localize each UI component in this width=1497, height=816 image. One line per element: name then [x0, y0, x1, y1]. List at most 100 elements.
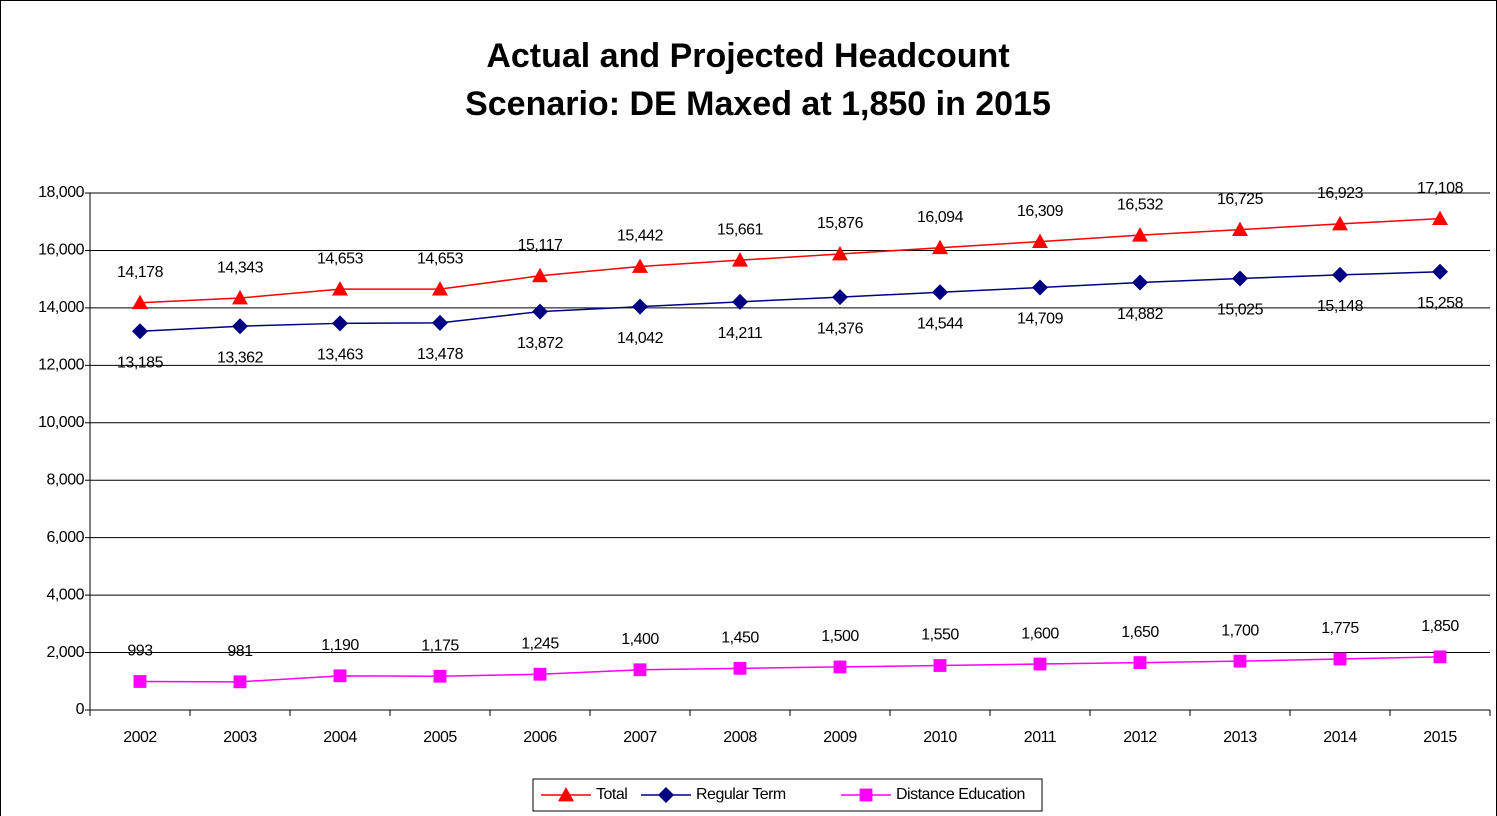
data-label: 1,850	[1421, 618, 1459, 635]
x-tick-label: 2009	[823, 729, 857, 746]
marker	[832, 246, 848, 261]
marker	[658, 787, 674, 803]
data-label: 1,700	[1221, 622, 1259, 639]
y-tick-label: 16,000	[38, 242, 85, 259]
marker	[333, 669, 347, 683]
marker	[1132, 227, 1148, 242]
x-tick-label: 2006	[523, 729, 557, 746]
marker	[932, 284, 948, 301]
marker	[1032, 279, 1048, 296]
x-tick-label: 2003	[223, 729, 257, 746]
data-label: 13,872	[517, 335, 564, 352]
series-line	[139, 656, 1441, 683]
marker	[1132, 274, 1148, 291]
marker	[1032, 233, 1048, 248]
data-label: 15,258	[1417, 295, 1464, 312]
y-tick-label: 0	[76, 701, 85, 718]
data-label: 1,600	[1021, 625, 1059, 642]
marker	[1033, 657, 1047, 671]
y-tick-label: 10,000	[38, 414, 85, 431]
marker	[233, 675, 247, 689]
marker	[833, 660, 847, 674]
data-label: 14,376	[817, 320, 864, 337]
marker	[732, 252, 748, 267]
x-tick-label: 2005	[423, 729, 457, 746]
marker	[433, 669, 447, 683]
marker	[632, 258, 648, 273]
data-label: 14,653	[417, 250, 464, 267]
marker	[332, 281, 348, 296]
marker	[832, 289, 848, 306]
marker	[1333, 652, 1347, 666]
data-label: 1,775	[1321, 620, 1359, 637]
marker	[1332, 266, 1348, 283]
series-line	[139, 271, 1441, 333]
x-tick-label: 2010	[923, 729, 957, 746]
x-tick-label: 2013	[1223, 729, 1257, 746]
series-line	[139, 217, 1441, 304]
x-tick-label: 2014	[1323, 729, 1357, 746]
y-tick-label: 2,000	[46, 644, 84, 661]
data-label: 15,117	[518, 237, 563, 254]
data-label: 15,442	[617, 228, 664, 245]
marker	[1233, 654, 1247, 668]
marker	[532, 267, 548, 283]
marker	[532, 303, 548, 320]
x-tick-label: 2012	[1123, 729, 1157, 746]
y-tick-label: 4,000	[46, 586, 84, 603]
data-label: 15,025	[1217, 302, 1264, 319]
marker	[1133, 656, 1147, 670]
data-label: 1,190	[321, 637, 359, 654]
data-label: 14,178	[117, 264, 164, 281]
marker	[1232, 221, 1248, 237]
x-tick-label: 2002	[123, 729, 157, 746]
chart-title: Actual and Projected Headcount	[486, 37, 1009, 75]
data-label: 993	[127, 643, 153, 660]
y-tick-label: 8,000	[46, 471, 84, 488]
marker	[632, 298, 648, 315]
legend-label: Total	[596, 786, 627, 803]
data-label: 1,245	[521, 635, 559, 652]
data-label: 13,478	[417, 346, 464, 363]
y-tick-label: 18,000	[38, 184, 85, 201]
marker	[1232, 270, 1248, 287]
data-label: 15,148	[1317, 298, 1364, 315]
data-label: 14,653	[317, 250, 364, 267]
x-tick-label: 2011	[1024, 729, 1057, 746]
data-label: 13,185	[117, 355, 164, 372]
data-label: 981	[227, 643, 253, 660]
marker	[132, 294, 148, 310]
marker	[1432, 210, 1448, 226]
data-label: 17,108	[1417, 180, 1464, 197]
x-tick-label: 2007	[623, 729, 657, 746]
x-tick-label: 2008	[723, 729, 757, 746]
x-tick-label: 2015	[1423, 729, 1457, 746]
marker	[133, 675, 147, 688]
data-label: 14,709	[1017, 311, 1064, 328]
data-label: 13,463	[317, 347, 364, 364]
data-label: 16,532	[1117, 196, 1164, 213]
data-label: 1,500	[821, 628, 859, 645]
data-label: 16,094	[917, 209, 964, 226]
y-tick-label: 14,000	[38, 299, 85, 316]
marker	[932, 239, 948, 255]
x-tick-label: 2004	[323, 729, 357, 746]
y-tick-label: 12,000	[38, 357, 85, 374]
data-label: 15,876	[817, 215, 864, 232]
marker	[1432, 263, 1448, 280]
marker	[859, 788, 873, 802]
marker	[733, 661, 747, 675]
y-tick-label: 6,000	[46, 529, 84, 546]
data-label: 16,725	[1217, 191, 1264, 208]
legend-label: Distance Education	[896, 786, 1025, 803]
marker	[332, 315, 348, 332]
marker	[633, 663, 647, 677]
data-label: 14,042	[617, 330, 664, 347]
data-label: 1,400	[621, 631, 659, 648]
marker	[933, 659, 947, 672]
legend-label: Regular Term	[696, 786, 786, 803]
data-label: 14,882	[1117, 306, 1164, 323]
marker	[432, 314, 448, 331]
